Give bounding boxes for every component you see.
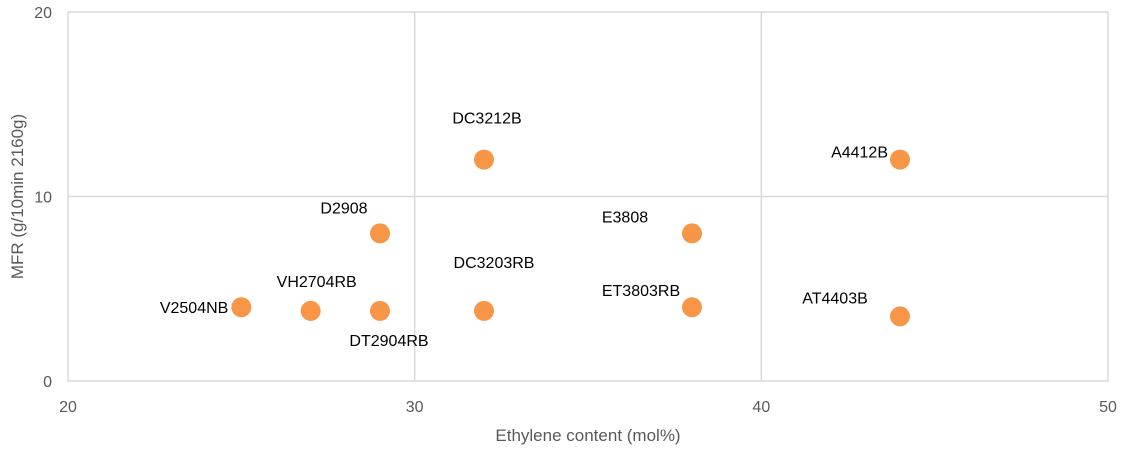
data-point (682, 223, 702, 244)
point-label: DC3212B (452, 111, 521, 128)
point-label: DC3203RB (454, 255, 535, 272)
data-points (231, 149, 910, 327)
point-label: E3808 (602, 209, 648, 226)
point-label: AT4403B (802, 290, 868, 307)
y-tick-label: 20 (34, 5, 52, 22)
data-point (682, 297, 702, 318)
point-label: VH2704RB (277, 274, 357, 291)
data-point (890, 306, 910, 327)
point-labels: V2504NB VH2704RB DT2904RB D2908 DC3203RB DC32… (160, 111, 888, 350)
y-axis-title: MFR (g/10min 2160g) (8, 114, 27, 279)
point-label: A4412B (831, 145, 888, 162)
data-point (370, 300, 390, 321)
grid-lines (67, 11, 1109, 382)
data-point (890, 149, 910, 170)
point-label: DT2904RB (349, 333, 428, 350)
data-point (474, 149, 494, 170)
data-point (300, 300, 321, 321)
x-axis-title: Ethylene content (mol%) (495, 426, 680, 445)
y-tick-label: 0 (43, 374, 52, 391)
x-axis-ticks: 20 30 40 50 (59, 399, 1117, 416)
x-tick-label: 30 (406, 399, 424, 416)
y-axis-ticks: 0 10 20 (34, 5, 52, 391)
y-tick-label: 10 (34, 190, 52, 207)
point-label: D2908 (320, 200, 367, 217)
data-point (370, 223, 390, 244)
point-label: ET3803RB (602, 283, 680, 300)
data-point (474, 300, 494, 321)
x-tick-label: 50 (1099, 399, 1117, 416)
plot-area (67, 11, 1109, 382)
data-point (231, 297, 252, 318)
x-tick-label: 20 (59, 399, 77, 416)
x-tick-label: 40 (752, 399, 770, 416)
point-label: V2504NB (160, 300, 229, 317)
